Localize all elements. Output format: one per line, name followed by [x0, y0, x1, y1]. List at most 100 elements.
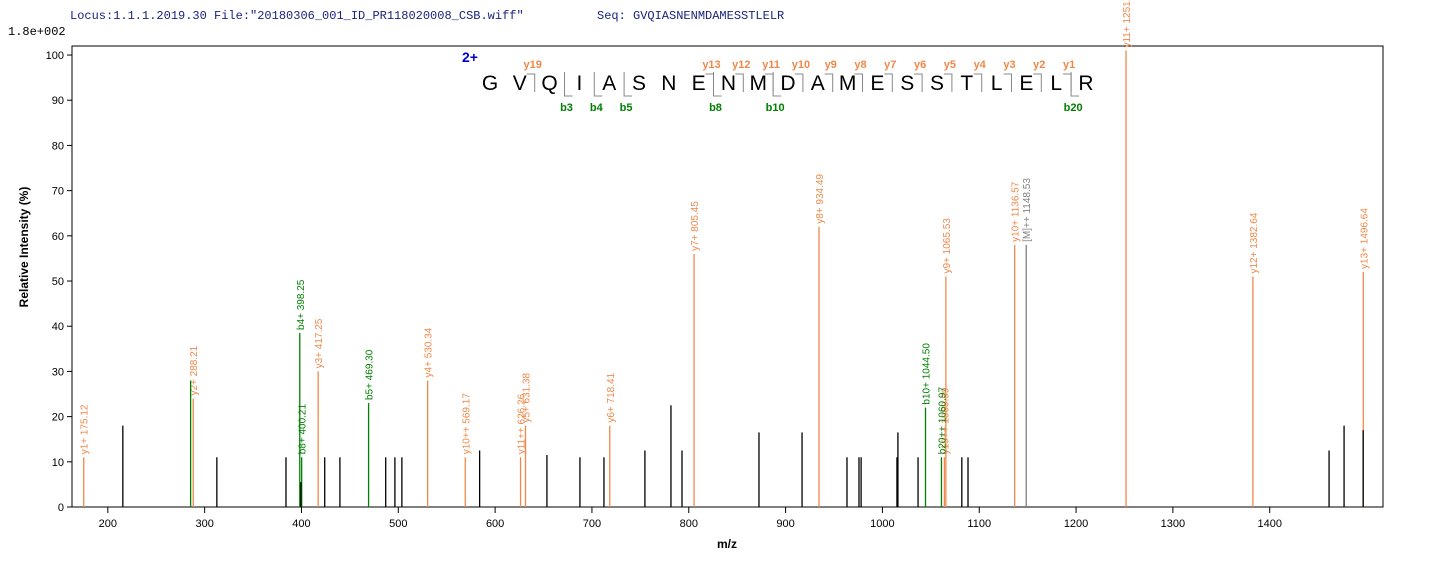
peak-label: y10++ 569.17 [461, 393, 472, 455]
y-tick-label: 100 [46, 50, 64, 62]
residue: N [661, 72, 676, 95]
ion-bracket [854, 73, 863, 92]
residue: Q [541, 72, 557, 95]
x-tick-label: 500 [389, 518, 407, 530]
ion-bracket [794, 73, 804, 92]
ion-label: y3 [1003, 59, 1015, 71]
peak-label: b20++ 1060.97 [937, 387, 948, 455]
peak-label: b4+ 398.25 [296, 279, 307, 330]
x-tick-label: 1000 [870, 518, 894, 530]
y-tick-label: 10 [52, 457, 64, 469]
ion-bracket [735, 73, 744, 92]
x-tick-label: 400 [292, 518, 310, 530]
peak-label: y12+ 1382.64 [1249, 212, 1260, 273]
peak-label: y8+ 934.49 [815, 174, 826, 224]
ion-bracket [914, 73, 923, 92]
ion-label: y6 [914, 59, 926, 71]
y-tick-label: 70 [52, 186, 64, 198]
peak-label: y11+ 1251.60 [1122, 0, 1133, 48]
peak-label: b10+ 1044.50 [922, 343, 933, 405]
x-tick-label: 700 [583, 518, 601, 530]
residue: T [960, 72, 973, 95]
peak-label: y9+ 1065.53 [942, 218, 953, 274]
peak-label: y1+ 175.12 [80, 404, 91, 454]
ion-bracket [973, 73, 983, 92]
residue: S [930, 72, 944, 95]
ion-label: y9 [825, 59, 837, 71]
x-tick-label: 1400 [1257, 518, 1281, 530]
ion-label: y19 [524, 59, 542, 71]
x-tick-label: 1300 [1161, 518, 1185, 530]
residue: S [900, 72, 914, 95]
seq-label: Seq: GVQIASNENMDAMESSTLELR [597, 9, 784, 23]
ion-label: b8 [709, 102, 722, 114]
y-tick-label: 90 [52, 95, 64, 107]
peak-label: y2+ 288.21 [189, 345, 200, 395]
residue: I [576, 72, 582, 95]
x-tick-label: 1200 [1064, 518, 1088, 530]
residue: E [692, 72, 706, 95]
y-tick-label: 80 [52, 140, 64, 152]
peak-label: b8+ 400.21 [298, 404, 309, 455]
ion-label: y4 [974, 59, 987, 71]
ion-label: y11 [762, 59, 780, 71]
x-tick-label: 600 [486, 518, 504, 530]
peak-label: y13+ 1496.64 [1359, 208, 1370, 269]
peak-label: y6+ 718.41 [606, 372, 617, 422]
x-tick-label: 300 [195, 518, 213, 530]
ion-label: b5 [620, 102, 633, 114]
ion-bracket [884, 73, 893, 92]
ion-bracket [593, 72, 603, 97]
ion-label: y5 [944, 59, 956, 71]
charge: 2+ [462, 49, 478, 65]
ion-label: y12 [732, 59, 750, 71]
ion-bracket [623, 72, 633, 97]
peak-label: y5+ 631.38 [522, 372, 533, 422]
ion-label: y8 [854, 59, 866, 71]
ion-bracket [1033, 73, 1042, 92]
peak-label: y11++ 626.26 [517, 393, 528, 454]
residue: A [602, 72, 616, 95]
residue: L [991, 72, 1003, 95]
residue: L [1050, 72, 1062, 95]
x-tick-label: 1100 [967, 518, 991, 530]
peak-label: y3+ 417.25 [314, 318, 325, 368]
x-tick-label: 200 [99, 518, 117, 530]
y-tick-label: 0 [58, 502, 64, 514]
ion-bracket [824, 73, 834, 92]
x-tick-label: 800 [680, 518, 698, 530]
residue: G [482, 72, 498, 95]
ion-label: y2 [1033, 59, 1045, 71]
y-tick-label: 30 [52, 366, 64, 378]
residue: E [1019, 72, 1033, 95]
y-tick-label: 50 [52, 276, 64, 288]
residue: V [513, 72, 527, 95]
ion-label: y10 [792, 59, 810, 71]
ion-bracket [943, 73, 953, 92]
ion-label: b3 [560, 102, 573, 114]
peak-label: y7+ 805.45 [690, 201, 701, 251]
y-tick-label: 40 [52, 321, 64, 333]
residue: M [839, 72, 857, 95]
plot-frame [71, 45, 1384, 508]
peak-label: y4+ 530.34 [424, 327, 435, 377]
x-tick-label: 900 [776, 518, 794, 530]
ion-bracket [713, 72, 722, 97]
max-intensity: 1.8e+002 [8, 25, 66, 39]
ion-label: y7 [884, 59, 896, 71]
ion-label: b20 [1064, 102, 1083, 114]
y-tick-label: 20 [52, 412, 64, 424]
ion-label: y1 [1063, 59, 1075, 71]
y-tick-label: 60 [52, 231, 64, 243]
residue: S [632, 72, 646, 95]
residue: D [780, 72, 795, 95]
peak-label: y10+ 1136.57 [1011, 181, 1022, 242]
residue: R [1078, 72, 1093, 95]
ion-bracket [705, 73, 714, 92]
residue: A [811, 72, 825, 95]
ion-bracket [1003, 73, 1012, 92]
ion-label: b10 [766, 102, 785, 114]
ion-bracket [1070, 72, 1080, 97]
y-axis-title: Relative Intensity (%) [17, 187, 31, 308]
